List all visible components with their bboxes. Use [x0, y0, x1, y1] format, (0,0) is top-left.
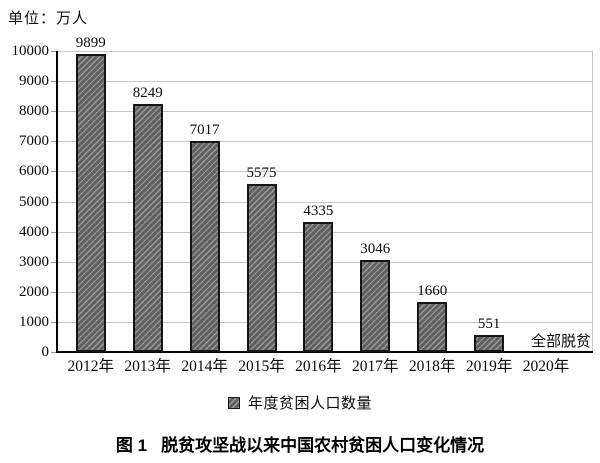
x-axis-line — [56, 351, 593, 353]
y-axis-label-8000: 8000 — [19, 103, 49, 120]
x-axis-label-2019年: 2019年 — [465, 358, 513, 375]
bar-value-2019年: 551 — [477, 316, 501, 333]
gridline-8000 — [57, 111, 593, 113]
x-axis-label-2016年: 2016年 — [295, 358, 342, 375]
y-tick-2000 — [51, 291, 57, 293]
bar-value-2014年: 7017 — [189, 121, 220, 138]
figure-caption: 图 1 脱贫攻坚战以来中国农村贫困人口变化情况 — [0, 431, 600, 456]
plot-right-border — [592, 51, 593, 352]
y-tick-6000 — [51, 171, 57, 173]
bar-value-2016年: 4335 — [303, 202, 334, 219]
y-tick-7000 — [51, 141, 57, 143]
unit-label: 单位：万人 — [8, 11, 89, 27]
bar-value-2012年: 9899 — [75, 35, 106, 51]
y-axis-label-6000: 6000 — [19, 163, 49, 180]
y-axis-label-0: 0 — [41, 344, 50, 360]
y-tick-8000 — [51, 111, 57, 113]
x-axis-label-2017年: 2017年 — [352, 358, 399, 375]
figure-number: 图 1 — [115, 436, 148, 455]
gridline-9000 — [57, 81, 593, 83]
x-axis-label-2015年: 2015年 — [238, 358, 285, 375]
bar-value-2013年: 8249 — [132, 84, 163, 101]
y-axis-label-9000: 9000 — [19, 73, 49, 90]
annotation-全部脱贫: 全部脱贫 — [531, 334, 592, 350]
x-axis-label-2020年: 2020年 — [522, 358, 570, 375]
gridline-6000 — [57, 171, 593, 173]
bar-value-2018年: 1660 — [417, 283, 448, 299]
y-axis-line — [56, 51, 58, 353]
bar-value-2017年: 3046 — [360, 241, 391, 258]
bar-2016年 — [303, 221, 334, 352]
figure-title: 脱贫攻坚战以来中国农村贫困人口变化情况 — [161, 436, 485, 455]
y-tick-1000 — [51, 321, 57, 323]
x-axis-label-2018年: 2018年 — [408, 358, 456, 375]
gridline-7000 — [57, 141, 593, 143]
y-axis-label-5000: 5000 — [19, 193, 49, 210]
y-tick-4000 — [51, 231, 57, 233]
y-tick-0 — [51, 352, 57, 353]
y-tick-9000 — [51, 81, 57, 83]
x-axis-label-2012年: 2012年 — [67, 358, 115, 375]
bar-2012年 — [75, 54, 106, 352]
bar-2019年 — [474, 335, 505, 352]
bar-2013年 — [132, 103, 163, 352]
x-axis-label-2013年: 2013年 — [124, 358, 171, 375]
bar-value-2015年: 5575 — [246, 165, 277, 182]
bar-2017年 — [360, 260, 391, 352]
y-axis-label-7000: 7000 — [19, 133, 49, 150]
bar-2018年 — [417, 302, 448, 352]
y-axis-label-4000: 4000 — [19, 223, 49, 240]
y-tick-5000 — [51, 201, 57, 203]
bar-2015年 — [246, 184, 277, 352]
y-axis-label-1000: 1000 — [19, 313, 49, 330]
chart-legend: 年度贫困人口数量 — [0, 392, 600, 413]
legend-label: 年度贫困人口数量 — [247, 396, 372, 412]
bar-2014年 — [189, 140, 220, 352]
legend-hatched-square-icon — [227, 396, 240, 409]
y-tick-10000 — [51, 51, 57, 52]
y-axis-label-10000: 10000 — [11, 43, 50, 59]
x-axis-label-2014年: 2014年 — [181, 358, 228, 375]
y-axis-label-2000: 2000 — [19, 283, 49, 300]
y-tick-3000 — [51, 261, 57, 263]
y-axis-label-3000: 3000 — [19, 253, 49, 270]
gridline-5000 — [57, 201, 593, 203]
gridline-10000 — [57, 51, 593, 52]
